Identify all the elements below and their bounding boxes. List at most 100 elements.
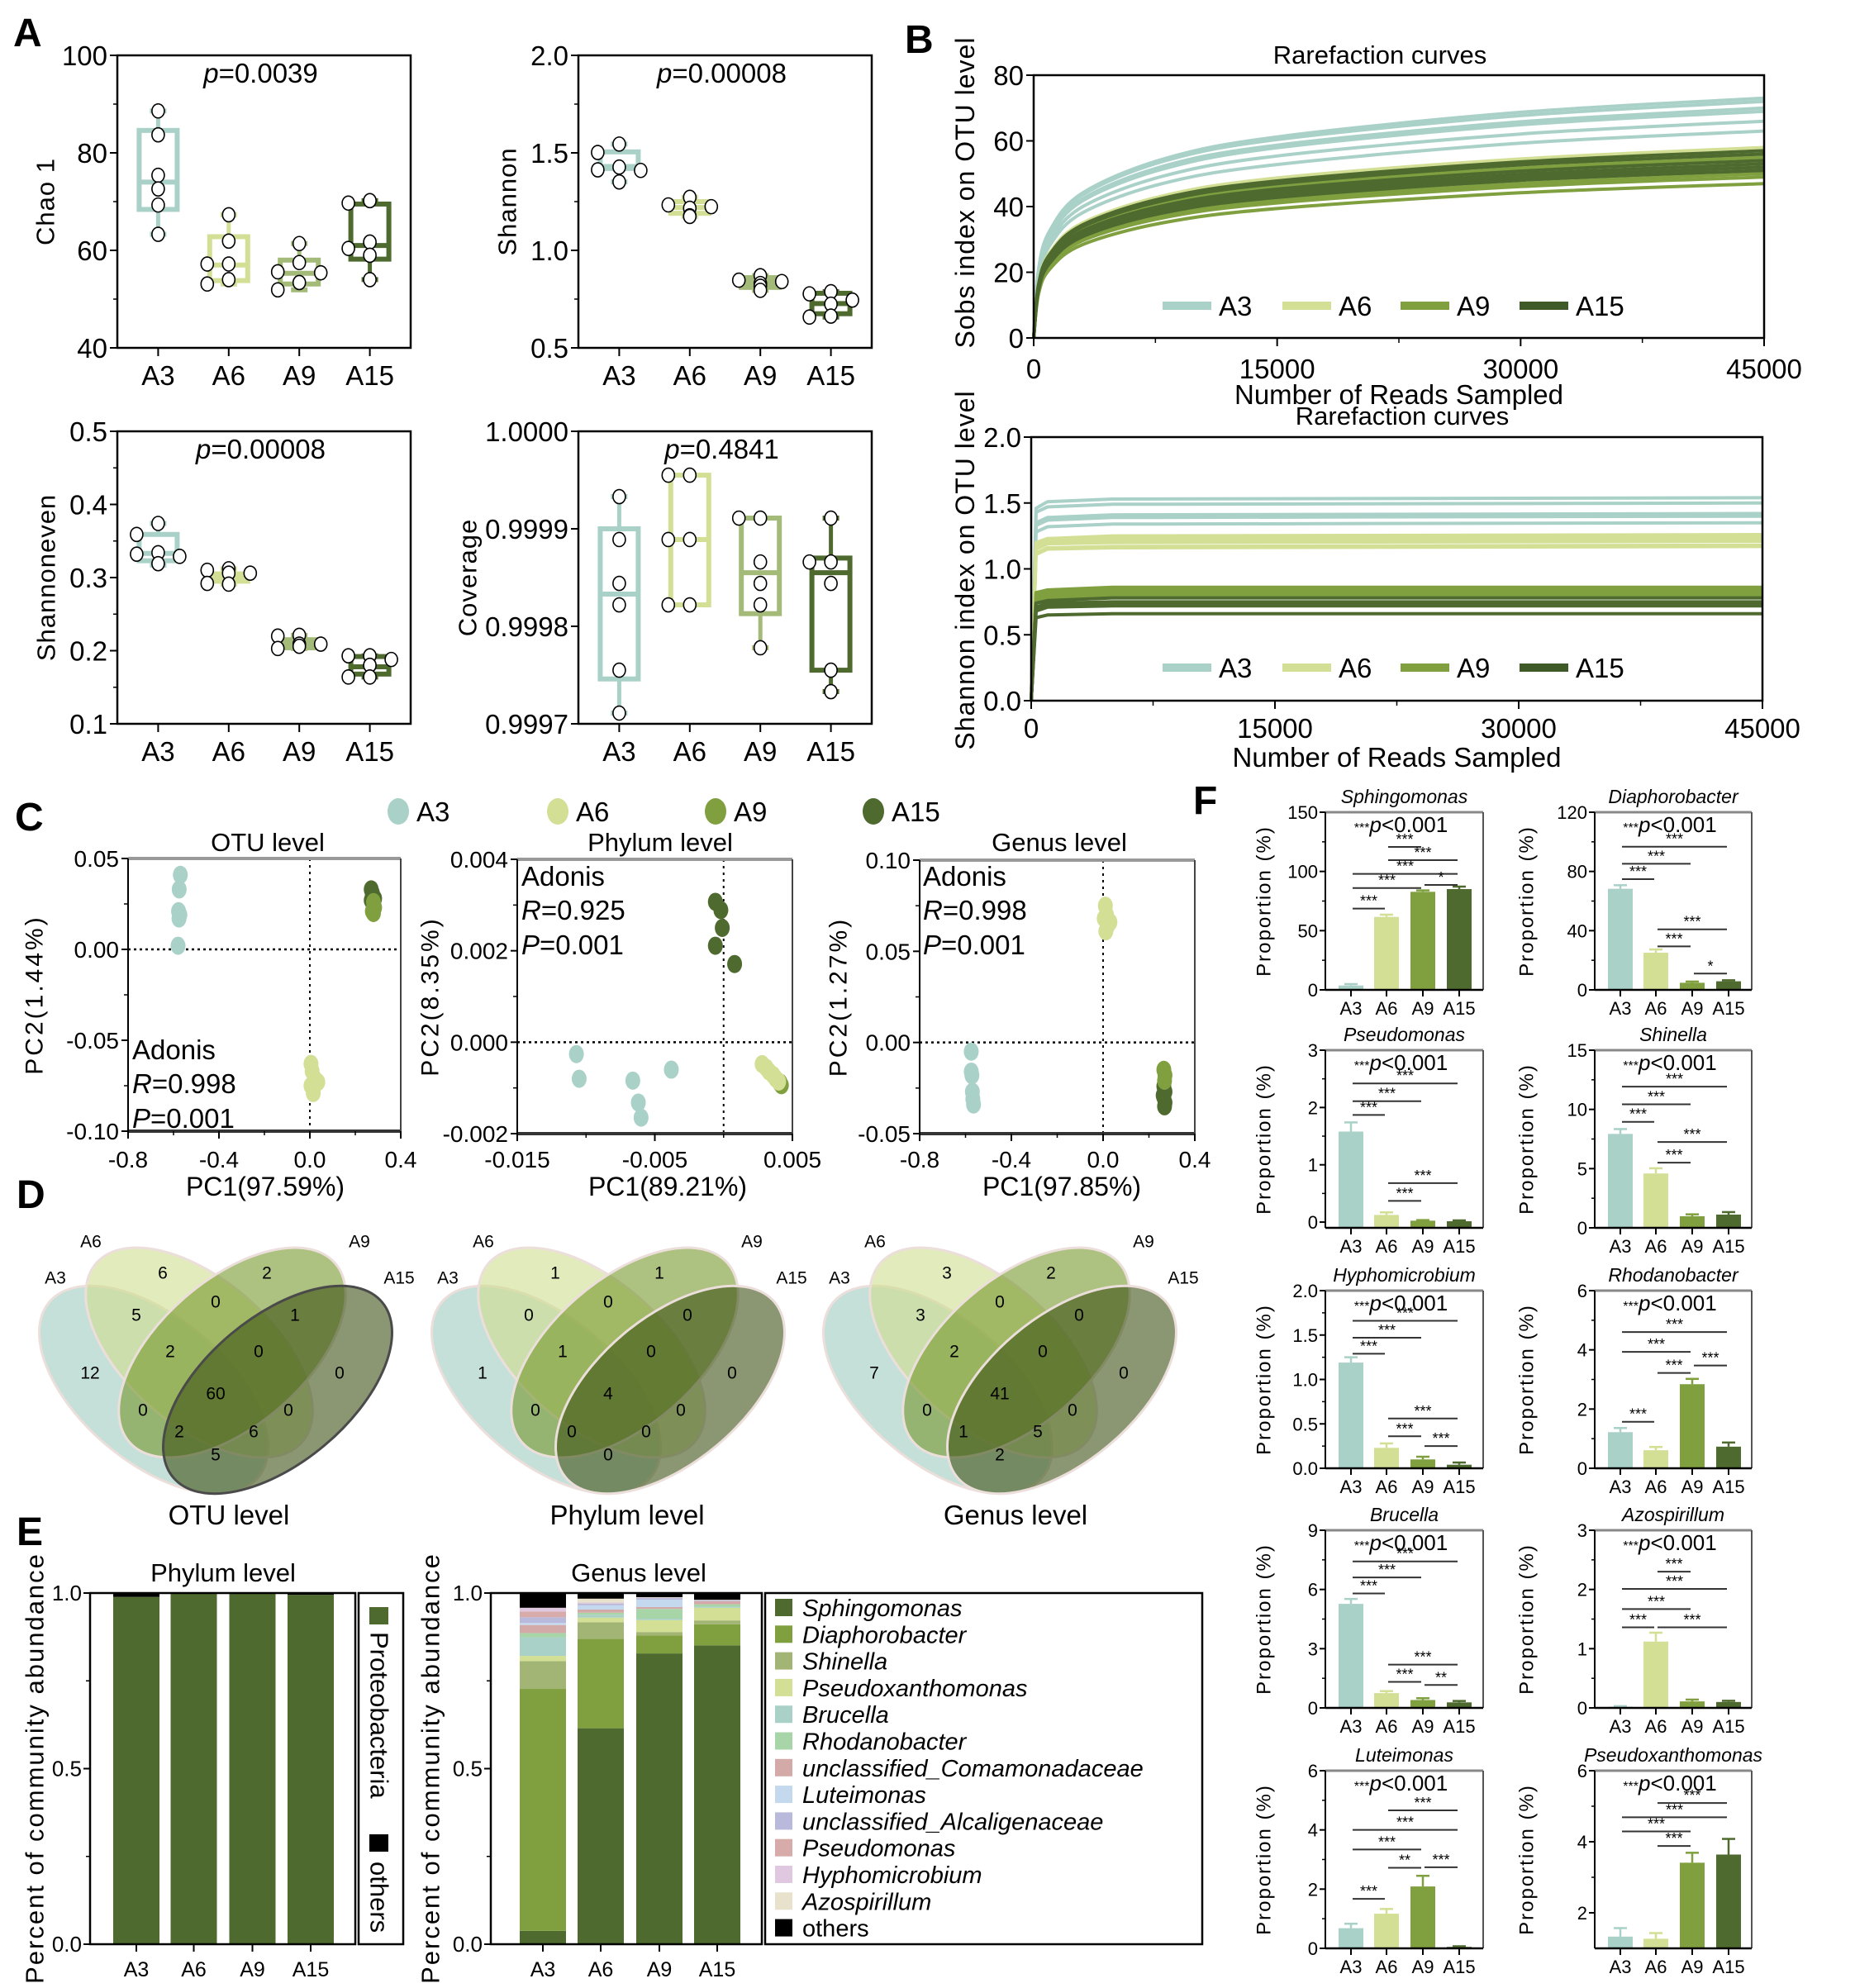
data-point xyxy=(753,575,768,592)
data-point xyxy=(221,256,236,272)
data-point xyxy=(221,576,236,592)
bar-chart-F-azospirillum: Azospirillum A3 A6 A9 A15 0 1 2 3 Proportion (%) *… xyxy=(1516,1504,1753,1737)
chart-title: Phylum level xyxy=(150,1558,296,1587)
x-tick-label: A9 xyxy=(744,736,777,767)
legend-swatch xyxy=(775,1625,792,1643)
y-axis-title: PC2(1.27%) xyxy=(825,917,853,1077)
data-point xyxy=(306,1083,321,1102)
box-a15 xyxy=(341,193,392,288)
chart-title: Genus level xyxy=(571,1558,706,1587)
y-axis-title: Percent of community abundance xyxy=(416,1553,445,1984)
adonis-r: R=0.998 xyxy=(132,1068,236,1099)
data-point xyxy=(151,126,165,143)
adonis-p: P=0.001 xyxy=(521,930,624,960)
legend-label: others xyxy=(365,1862,394,1933)
bracket-label: *** xyxy=(1414,1403,1431,1420)
box-a15 xyxy=(802,283,859,326)
venn-region-count: 0 xyxy=(530,1401,540,1420)
legend-label: Pseudoxanthomonas xyxy=(802,1676,1027,1702)
comparison-bracket: *** xyxy=(1353,1099,1385,1116)
x-tick-label: A9 xyxy=(1412,1716,1434,1737)
comparison-bracket: *** xyxy=(1388,1185,1421,1202)
bar-a6 xyxy=(170,1593,217,1944)
venn-D-genus: 7 3 2 0 3 0 0 0 0 2 2 0 1 5 41 A3 A6 A9 A15 Genus level xyxy=(822,1233,1199,1530)
venn-region-count: 1 xyxy=(290,1306,300,1325)
p-value: <0.001 xyxy=(1382,1291,1448,1315)
data-point xyxy=(771,1072,787,1091)
comparison-bracket: *** xyxy=(1388,1666,1421,1683)
test-annotation: ***p<0.001 xyxy=(1354,812,1448,837)
y-tick-label: 1 xyxy=(1577,1638,1587,1659)
data-point xyxy=(200,256,215,272)
data-point xyxy=(151,167,165,183)
venn-region-count: 1 xyxy=(958,1423,968,1442)
bracket-label: *** xyxy=(1414,1795,1431,1811)
bar-segment xyxy=(694,1606,740,1608)
y-tick-label: 2 xyxy=(1577,1580,1587,1600)
comparison-bracket: *** xyxy=(1353,1833,1421,1851)
comparison-bracket: *** xyxy=(1658,1126,1727,1144)
y-tick-label: 0.00 xyxy=(74,937,120,963)
bracket-label: *** xyxy=(1396,1420,1413,1437)
y-axis-title: Sobs index on OTU level xyxy=(950,37,980,349)
box-a3 xyxy=(591,136,648,190)
bar-a3 xyxy=(1339,1363,1363,1468)
data-point xyxy=(963,1042,979,1061)
bracket-label: *** xyxy=(1629,1406,1647,1423)
x-tick-label: 0.0 xyxy=(1087,1147,1120,1172)
data-point xyxy=(341,648,355,663)
comparison-bracket: *** xyxy=(1622,1816,1691,1833)
bar-a15 xyxy=(1716,1854,1741,1948)
bar-segment xyxy=(578,1609,624,1613)
bracket-label: *** xyxy=(1432,1852,1449,1868)
comparison-bracket: *** xyxy=(1622,863,1654,880)
y-tick-label: 6 xyxy=(1577,1281,1587,1301)
venn-region-count: 5 xyxy=(131,1306,141,1325)
legend-swatch xyxy=(775,1678,792,1696)
panel-c: A3 A6 A9 A15 OTU level -0.10 -0.05 0.00 0.05 -0.8… xyxy=(21,797,1211,1201)
comparison-bracket: *** xyxy=(1353,893,1385,910)
bar-a6 xyxy=(1643,1173,1668,1228)
bar-segment xyxy=(170,1593,217,1944)
legend-swatch xyxy=(775,1919,792,1937)
y-tick-label: 3 xyxy=(1308,1638,1318,1659)
x-axis-title: PC1(97.85%) xyxy=(982,1172,1141,1201)
bracket-label: *** xyxy=(1629,1106,1647,1123)
p-value: <0.001 xyxy=(1650,812,1716,837)
venn-region-count: 0 xyxy=(676,1401,686,1420)
comparison-bracket: *** xyxy=(1694,1350,1727,1367)
data-point xyxy=(151,516,165,531)
legend-label: A6 xyxy=(1339,653,1372,683)
x-tick-label: 15000 xyxy=(1237,713,1313,744)
r-symbol: R xyxy=(132,1068,152,1099)
box-a9 xyxy=(731,268,789,298)
y-tick-label: 40 xyxy=(993,192,1024,222)
x-tick-label: -0.4 xyxy=(199,1147,239,1172)
x-tick-label: A9 xyxy=(744,360,777,391)
data-point xyxy=(753,510,768,526)
venn-region-count: 2 xyxy=(174,1423,184,1442)
bar-chart-F-pseudoxanthomonas: Pseudoxanthomonas A3 A6 A9 A15 2 4 6 Proportion … xyxy=(1516,1744,1763,1977)
venn-region-count: 0 xyxy=(335,1364,345,1383)
venn-region-count: 0 xyxy=(641,1423,651,1442)
bar-segment xyxy=(636,1653,683,1944)
y-tick-label: 1.0000 xyxy=(485,416,568,447)
venn-set-label: A6 xyxy=(80,1233,102,1252)
legend-swatch xyxy=(775,1758,792,1776)
bracket-label: *** xyxy=(1414,1649,1431,1666)
x-tick-label: A3 xyxy=(1340,1477,1363,1497)
bar-a6 xyxy=(1374,1215,1399,1228)
test-annotation: ***p<0.001 xyxy=(1354,1530,1448,1555)
x-tick-label: 0 xyxy=(1024,713,1039,744)
venn-region-count: 3 xyxy=(942,1264,952,1283)
y-axis-title: Proportion (%) xyxy=(1253,1304,1276,1455)
venn-region-count: 0 xyxy=(254,1343,264,1362)
comparison-bracket: *** xyxy=(1353,1883,1385,1900)
venn-region-count: 1 xyxy=(478,1364,488,1383)
x-tick-label: 0.4 xyxy=(385,1147,417,1172)
chart-title: Pseudomonas xyxy=(1344,1024,1466,1045)
y-axis-title: Proportion (%) xyxy=(1253,1063,1276,1215)
